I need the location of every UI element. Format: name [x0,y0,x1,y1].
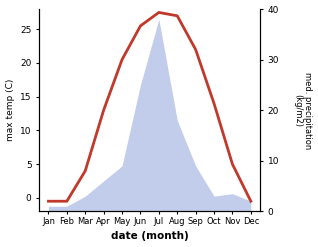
X-axis label: date (month): date (month) [111,231,189,242]
Y-axis label: med. precipitation
(kg/m2): med. precipitation (kg/m2) [293,72,313,149]
Y-axis label: max temp (C): max temp (C) [5,79,15,141]
